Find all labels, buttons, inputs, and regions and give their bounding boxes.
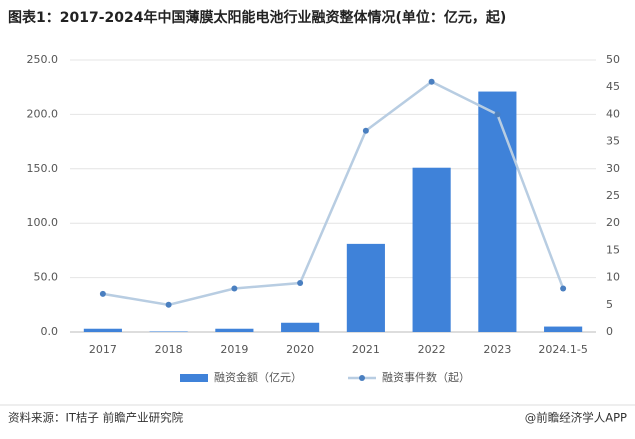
bar xyxy=(544,326,583,332)
y2-tick-label: 35 xyxy=(606,135,620,148)
y2-tick-label: 0 xyxy=(606,325,613,338)
x-tick-label: 2024.1-5 xyxy=(538,343,587,356)
line xyxy=(102,80,565,307)
credit: @前瞻经济学人APP xyxy=(525,411,627,425)
y2-tick-label: 25 xyxy=(606,189,620,202)
marker xyxy=(165,301,172,308)
marker xyxy=(362,127,369,134)
x-tick-label: 2017 xyxy=(89,343,117,356)
legend-swatch xyxy=(180,374,208,382)
y2-tick-label: 10 xyxy=(606,271,620,284)
y-tick-label: 200.0 xyxy=(27,107,59,120)
y2-tick-label: 20 xyxy=(606,216,620,229)
marker xyxy=(560,285,567,292)
legend-label: 融资金额（亿元） xyxy=(214,370,302,384)
y2-tick-label: 5 xyxy=(606,298,613,311)
marker xyxy=(494,111,501,118)
x-tick-label: 2022 xyxy=(418,343,446,356)
bar xyxy=(83,328,122,332)
legend-label: 融资事件数（起） xyxy=(382,371,470,384)
marker xyxy=(99,290,106,297)
x-tick-label: 2019 xyxy=(220,343,248,356)
y2-tick-label: 45 xyxy=(606,80,620,93)
legend-marker xyxy=(359,375,365,381)
y2-tick-label: 50 xyxy=(606,53,620,66)
y2-tick-label: 15 xyxy=(606,243,620,256)
bar xyxy=(478,91,517,332)
bar xyxy=(281,322,320,332)
y-tick-label: 50.0 xyxy=(34,271,59,284)
y-tick-label: 0.0 xyxy=(41,325,59,338)
bar xyxy=(346,243,385,332)
x-tick-label: 2021 xyxy=(352,343,380,356)
y-tick-label: 150.0 xyxy=(27,162,59,175)
y2-tick-label: 40 xyxy=(606,107,620,120)
bar xyxy=(412,167,451,332)
source: 资料来源：IT桔子 前瞻产业研究院 xyxy=(8,411,184,425)
marker xyxy=(297,280,304,287)
marker xyxy=(231,285,238,292)
chart-title: 图表1：2017-2024年中国薄膜太阳能电池行业融资整体情况(单位：亿元，起) xyxy=(8,9,506,26)
bar xyxy=(149,331,188,332)
x-tick-label: 2018 xyxy=(155,343,183,356)
y-tick-label: 250.0 xyxy=(27,53,59,66)
x-tick-label: 2020 xyxy=(286,343,314,356)
marker xyxy=(428,78,435,85)
bar xyxy=(215,328,254,332)
y2-tick-label: 30 xyxy=(606,162,620,175)
y-tick-label: 100.0 xyxy=(27,216,59,229)
x-tick-label: 2023 xyxy=(483,343,511,356)
